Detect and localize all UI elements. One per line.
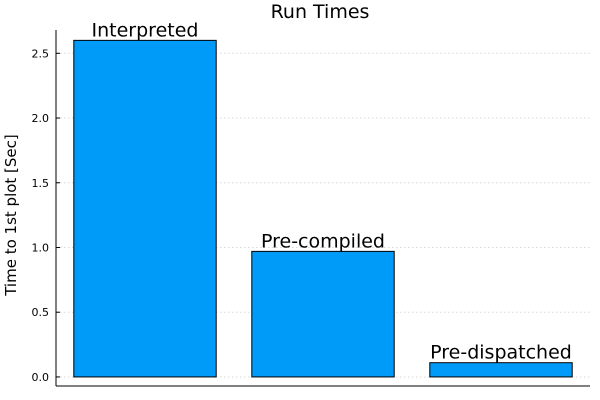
bar-pre-compiled [251,250,395,378]
bar-label: Interpreted [92,19,199,41]
y-tick-label: 2.0 [32,112,50,125]
bar-label: Pre-compiled [261,230,385,252]
y-tick-label: 1.5 [32,177,50,190]
bars [73,39,573,378]
y-axis-ticks: 0.0 0.5 1.0 1.5 2.0 2.5 [32,47,60,384]
bar-label: Pre-dispatched [430,342,572,364]
y-tick-label: 2.5 [32,47,50,60]
bar-labels: Interpreted Pre-compiled Pre-dispatched [92,19,572,363]
y-axis-label: Time to 1st plot [Sec] [2,134,20,297]
bar-interpreted [73,39,217,378]
y-tick-label: 0.5 [32,306,50,319]
chart-title: Run Times [271,1,370,23]
bar-pre-dispatched [429,362,573,378]
y-tick-label: 0.0 [32,371,50,384]
y-tick-label: 1.0 [32,241,50,254]
